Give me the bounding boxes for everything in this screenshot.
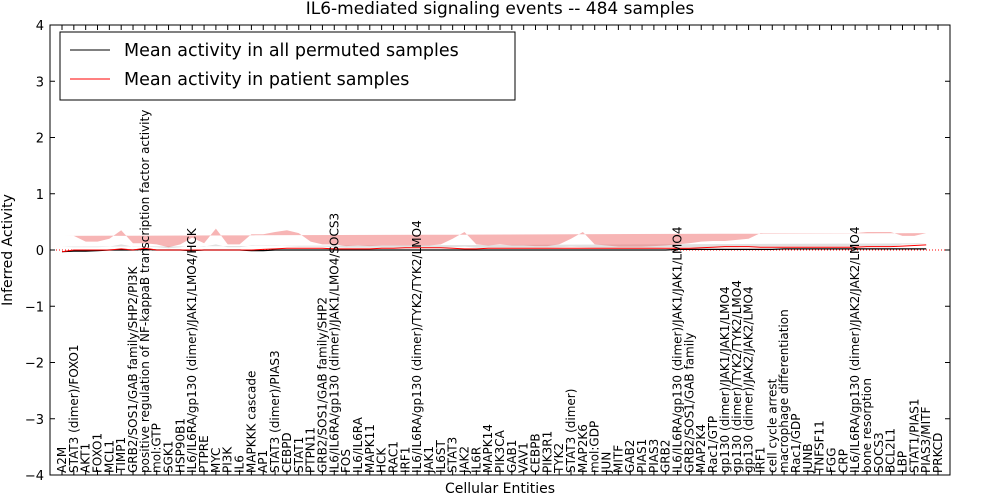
entity-label: positive regulation of NF-kappaB transcr… [138, 110, 152, 473]
entity-label: Rac1/GTP [706, 416, 720, 473]
entity-label: GRB2 [659, 439, 673, 473]
entity-label: IL6/IL6RA/gp130 (dimer)/JAK1/LMO4/SOCS3 [327, 213, 341, 473]
chart-title: IL6-mediated signaling events -- 484 sam… [306, 0, 695, 19]
entity-label: SGK1 [162, 441, 176, 473]
entity-label: MAP2K6 [576, 424, 590, 473]
entity-label: CEBPD [280, 432, 294, 473]
entity-label: GRB2/SOS1/GAB family/SHP2/PI3K [126, 265, 140, 473]
entity-label: LBP [896, 451, 910, 473]
entity-label: PI3K [221, 446, 235, 473]
legend-box [59, 31, 516, 101]
y-axis-label: Inferred Activity [0, 194, 16, 306]
entity-label: macrophage differentiation [777, 309, 791, 473]
entity-label: FOXO1 [91, 433, 105, 473]
entity-label: IRF1 [753, 447, 767, 473]
entity-label: BCL2L1 [884, 428, 898, 473]
y-tick-label: −1 [25, 300, 44, 315]
entity-label: GAB2 [623, 440, 637, 473]
entity-label: SOCS3 [872, 432, 886, 473]
entity-label: CRP [836, 449, 850, 473]
entity-label: JUN [600, 452, 614, 474]
entity-label: VAV1 [517, 442, 531, 473]
entity-label: STAT3 (dimer) [564, 389, 578, 473]
entity-label: IL6R [469, 447, 483, 473]
entity-label: IRF1 [398, 447, 412, 473]
entity-label: JUNB [801, 443, 815, 474]
entity-label: TNFSF11 [813, 420, 827, 474]
entity-label: STAT3 [446, 437, 460, 473]
entity-label: FOS [339, 449, 353, 473]
entity-label: MITF [611, 445, 625, 473]
entity-label: MAPK11 [363, 424, 377, 473]
entity-label: PIAS1 [635, 439, 649, 473]
entity-label: JAK2 [458, 446, 472, 474]
entity-label: IL6/IL6RA/gp130 (dimer)/JAK1/JAK1/LMO4 [671, 227, 685, 473]
entity-label: IL6 [233, 455, 247, 473]
entity-label: gp130 (dimer)/JAK2/JAK2/LMO4 [742, 286, 756, 473]
legend-label-patient: Mean activity in patient samples [124, 70, 409, 90]
entity-label: mol:GTP [150, 423, 164, 473]
entity-label: TYK2 [552, 443, 566, 474]
entity-label: PIK3CA [493, 429, 507, 473]
y-tick-label: 4 [36, 19, 44, 34]
entity-label: A2M [55, 447, 69, 473]
entity-label: STAT1/PIAS1 [907, 398, 921, 473]
series-line-patient [61, 244, 927, 253]
entity-label: IL6/IL6RA/gp130 (dimer)/JAK2/JAK2/LMO4 [848, 227, 862, 473]
y-tick-label: −2 [25, 357, 44, 372]
entity-label: RAC1 [387, 441, 401, 473]
entity-label: GRB2/SOS1/GAB family [682, 333, 696, 474]
entity-label: MAPKKK cascade [244, 371, 258, 473]
entity-label: PIK3R1 [540, 431, 554, 473]
entity-label: PTPRE [197, 435, 211, 473]
entity-label: gp130 (dimer)/TYK2/TYK2/LMO4 [730, 280, 744, 473]
entity-label: GAB1 [505, 440, 519, 473]
entity-label: HSP90B1 [173, 418, 187, 473]
y-tick-label: 2 [36, 132, 44, 147]
entity-label: MCL1 [102, 440, 116, 473]
y-tick-label: 1 [36, 188, 44, 203]
entity-label: MAPK14 [481, 424, 495, 473]
entity-label: bone resorption [860, 378, 874, 473]
entity-label: IL6/IL6RA [351, 416, 365, 473]
legend-label-permuted: Mean activity in all permuted samples [124, 41, 459, 61]
entity-label: IL6/IL6RA/gp130 (dimer)/JAK1/LMO4/HCK [185, 227, 199, 473]
entity-label: PTPN11 [304, 427, 318, 473]
entity-label: MAP2K4 [694, 424, 708, 473]
entity-label: MYC [209, 448, 223, 473]
entity-label: FGG [825, 448, 839, 474]
entity-label: PIAS3 [647, 439, 661, 473]
entity-label: PRKCD [931, 433, 945, 473]
entity-label: AP1 [256, 450, 270, 473]
x-axis-label: Cellular Entities [445, 481, 555, 497]
entity-label: GRB2/SOS1/GAB family/SHP2 [315, 297, 329, 473]
entity-label: gp130 (dimer)/JAK1/JAK1/LMO4 [718, 286, 732, 473]
entity-label: STAT3 (dimer)/FOXO1 [67, 344, 81, 473]
y-tick-label: −3 [25, 413, 44, 428]
entity-label: mol:GDP [588, 421, 602, 473]
entity-label: AKT1 [79, 443, 93, 473]
y-tick-label: 0 [36, 244, 44, 259]
entity-label: JAK1 [422, 446, 436, 474]
entity-label: STAT1 [292, 437, 306, 473]
entity-label: IL6ST [434, 440, 448, 473]
y-tick-label: 3 [36, 75, 44, 90]
entity-label: Rac1/GDP [789, 414, 803, 473]
y-tick-label: −4 [25, 469, 44, 484]
patient-band [62, 228, 927, 248]
entity-label: cell cycle arrest [765, 378, 779, 473]
entity-label: HCK [375, 447, 389, 473]
legend: Mean activity in all permuted samples Me… [59, 31, 516, 101]
entity-label: STAT3 (dimer)/PIAS3 [268, 350, 282, 473]
entity-label: PIAS3/MITF [919, 406, 933, 473]
entity-label: CEBPB [529, 433, 543, 473]
entity-label: TIMP1 [114, 437, 128, 474]
entity-label: IL6/IL6RA/gp130 (dimer)/TYK2/TYK2/LMO4 [410, 220, 424, 473]
